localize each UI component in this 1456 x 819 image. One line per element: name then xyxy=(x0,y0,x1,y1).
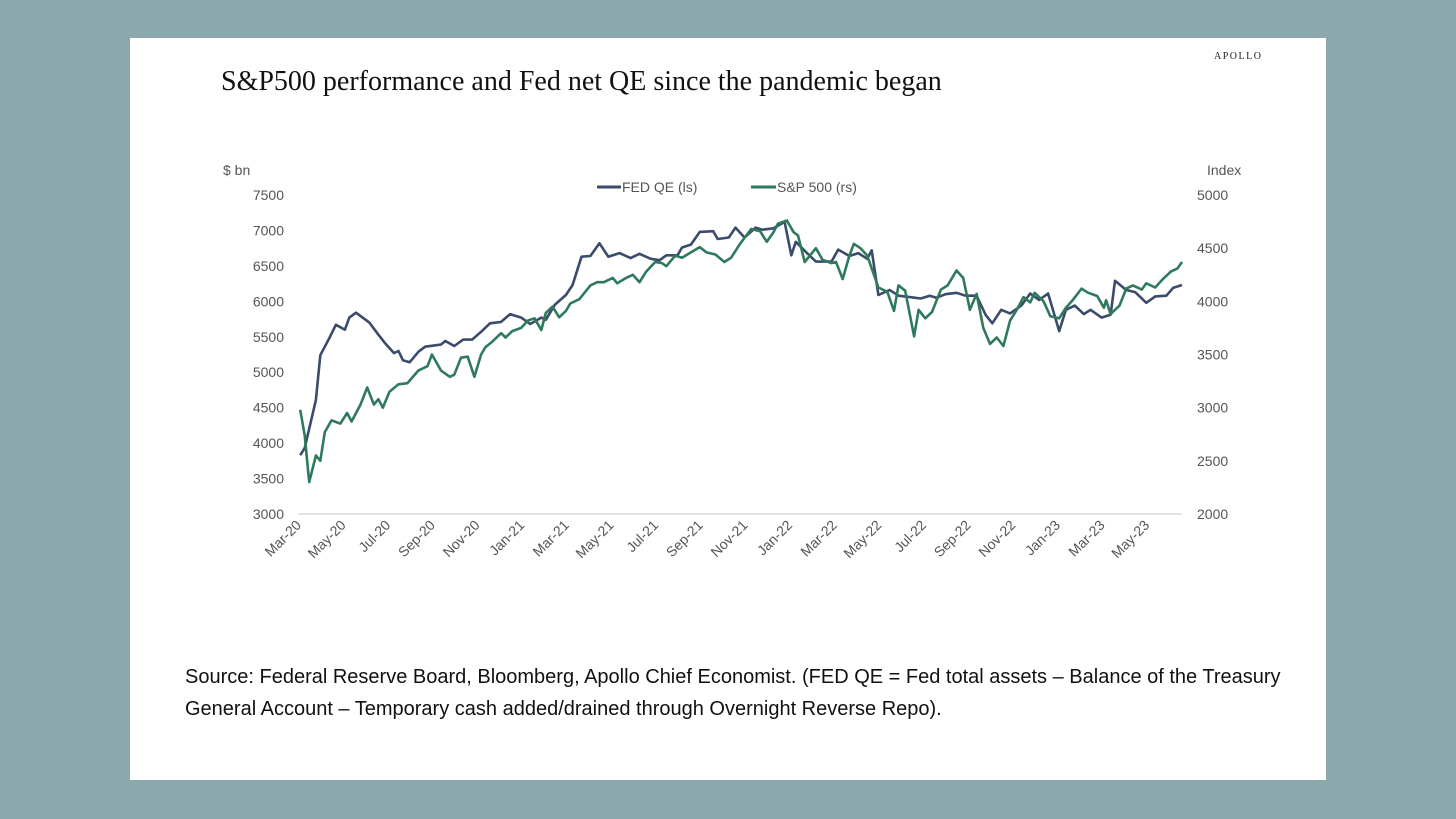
left-axis-label: $ bn xyxy=(223,162,250,178)
y-right-tick-label: 4500 xyxy=(1197,240,1228,256)
y-right-tick-label: 5000 xyxy=(1197,187,1228,203)
x-tick-label: May-21 xyxy=(572,517,616,561)
source-note: Source: Federal Reserve Board, Bloomberg… xyxy=(185,666,1281,720)
x-tick-label: Jan-21 xyxy=(486,517,528,559)
x-tick-label: Nov-21 xyxy=(707,517,750,560)
y-right-tick-label: 4000 xyxy=(1197,293,1228,309)
legend-label-fed-qe: FED QE (ls) xyxy=(622,179,697,195)
y-left-tick-label: 5500 xyxy=(253,329,284,345)
x-tick-label: Jan-22 xyxy=(754,517,796,559)
y-left-tick-label: 4000 xyxy=(253,435,284,451)
y-left-tick-label: 4500 xyxy=(253,400,284,416)
x-tick-label: Mar-22 xyxy=(797,517,840,560)
fed-qe-line xyxy=(299,220,1183,456)
x-tick-label: Sep-22 xyxy=(931,517,974,560)
x-tick-label: Sep-21 xyxy=(663,517,706,560)
y-left-tick-label: 3500 xyxy=(253,471,284,487)
x-tick-label: Jan-23 xyxy=(1022,517,1064,559)
y-left-tick-label: 5000 xyxy=(253,364,284,380)
legend: FED QE (ls) S&P 500 (rs) xyxy=(597,179,857,195)
x-tick-label: May-22 xyxy=(840,517,884,561)
apollo-logo: APOLLO xyxy=(1214,51,1263,62)
x-tick-label: Jul-20 xyxy=(355,517,393,555)
x-tick-label: Jul-21 xyxy=(623,517,661,555)
x-tick-label: Mar-20 xyxy=(261,517,304,560)
right-axis-label: Index xyxy=(1207,162,1241,178)
slide-card xyxy=(130,38,1326,780)
y-left-tick-label: 3000 xyxy=(253,506,284,522)
y-left-tick-label: 6500 xyxy=(253,258,284,274)
x-tick-label: Sep-20 xyxy=(395,517,438,560)
x-tick-label: May-20 xyxy=(304,517,348,561)
x-tick-label: Nov-22 xyxy=(975,517,1018,560)
y-left-tick-label: 7500 xyxy=(253,187,284,203)
x-tick-label: May-23 xyxy=(1108,517,1152,561)
y-right-tick-label: 3500 xyxy=(1197,347,1228,363)
y-right-tick-label: 2500 xyxy=(1197,453,1228,469)
x-tick-label: Mar-23 xyxy=(1065,517,1108,560)
x-tick-label: Mar-21 xyxy=(529,517,572,560)
sp500-line xyxy=(298,219,1184,484)
legend-label-sp500: S&P 500 (rs) xyxy=(777,179,857,195)
y-right-tick-label: 2000 xyxy=(1197,506,1228,522)
x-tick-label: Nov-20 xyxy=(439,517,482,560)
y-left-tick-label: 6000 xyxy=(253,293,284,309)
y-right-tick-label: 3000 xyxy=(1197,400,1228,416)
y-left-tick-label: 7000 xyxy=(253,222,284,238)
chart-title: S&P500 performance and Fed net QE since … xyxy=(221,66,942,97)
x-tick-label: Jul-22 xyxy=(891,517,929,555)
